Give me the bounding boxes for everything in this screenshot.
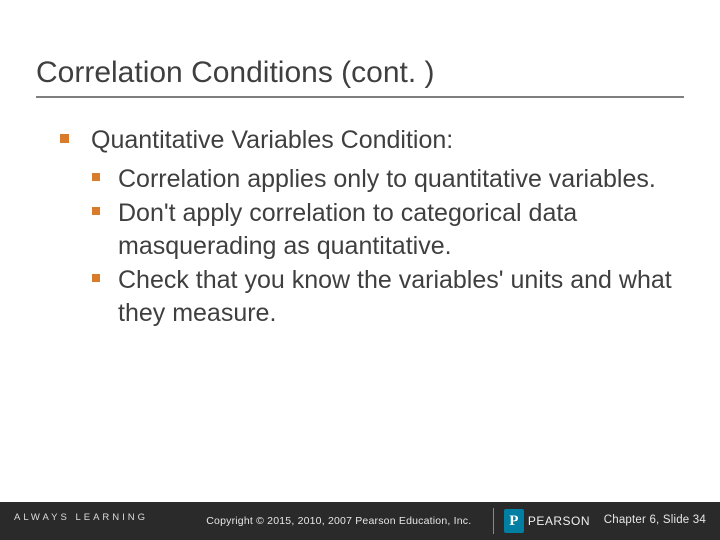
- square-bullet-icon: [92, 173, 100, 181]
- level2-text: Check that you know the variables' units…: [118, 264, 680, 329]
- pearson-logo: P PEARSON: [493, 508, 590, 534]
- list-item: Don't apply correlation to categorical d…: [92, 197, 680, 262]
- divider: [493, 508, 494, 534]
- level1-text: Quantitative Variables Condition:: [91, 124, 453, 157]
- square-bullet-icon: [92, 207, 100, 215]
- slide-title: Correlation Conditions (cont. ): [36, 56, 435, 90]
- content-area: Quantitative Variables Condition: Correl…: [60, 124, 680, 331]
- pearson-p-icon: P: [504, 509, 524, 533]
- list-item: Correlation applies only to quantitative…: [92, 163, 680, 196]
- pearson-logo-text: PEARSON: [528, 514, 590, 528]
- slide-reference: Chapter 6, Slide 34: [604, 514, 706, 526]
- title-underline: [36, 96, 684, 98]
- level2-text: Don't apply correlation to categorical d…: [118, 197, 680, 262]
- square-bullet-icon: [60, 134, 69, 143]
- square-bullet-icon: [92, 274, 100, 282]
- list-item: Check that you know the variables' units…: [92, 264, 680, 329]
- slide: Correlation Conditions (cont. ) Quantita…: [0, 0, 720, 540]
- footer: ALWAYS LEARNING Copyright © 2015, 2010, …: [0, 502, 720, 540]
- level2-text: Correlation applies only to quantitative…: [118, 163, 656, 196]
- always-learning-tagline: ALWAYS LEARNING: [14, 512, 148, 523]
- copyright-text: Copyright © 2015, 2010, 2007 Pearson Edu…: [206, 515, 471, 527]
- list-item: Quantitative Variables Condition:: [60, 124, 680, 157]
- level2-list: Correlation applies only to quantitative…: [92, 163, 680, 330]
